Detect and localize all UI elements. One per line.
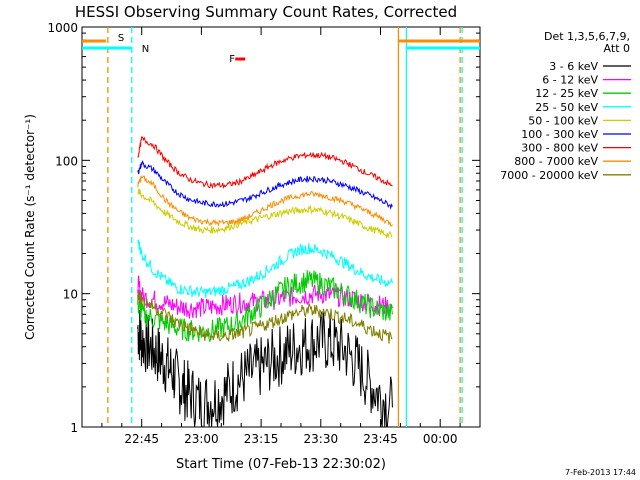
y-tick-label: 10	[63, 288, 78, 302]
state-flags: S N F	[82, 33, 480, 65]
legend-entry-label: 12 - 25 keV	[535, 87, 598, 100]
legend-entry-label: 25 - 50 keV	[535, 101, 598, 114]
legend-entry-label: 300 - 800 keV	[521, 142, 598, 155]
series-line	[137, 239, 393, 298]
timestamp: 7-Feb-2013 17:44	[565, 468, 636, 477]
legend-entry-label: 100 - 300 keV	[521, 128, 598, 141]
y-tick-label: 1000	[47, 21, 78, 35]
series-line	[137, 309, 393, 428]
series-line	[137, 289, 393, 344]
y-tick-label: 1	[70, 421, 78, 435]
x-tick-label: 22:45	[124, 432, 159, 446]
y-axis-label: Corrected Count Rate (s⁻¹ detector⁻¹)	[23, 114, 37, 340]
series-line	[137, 275, 393, 319]
x-tick-label: 23:45	[363, 432, 398, 446]
flag-label: F	[229, 54, 235, 65]
x-tick-label: 23:00	[184, 432, 219, 446]
flag-label: S	[118, 33, 124, 44]
legend-entry-label: 7000 - 20000 keV	[500, 169, 598, 182]
series-line	[137, 175, 393, 227]
flag-label: N	[142, 44, 149, 55]
legend-entry-label: 6 - 12 keV	[542, 74, 598, 87]
x-tick-label: 23:30	[304, 432, 339, 446]
legend-header-attenuator: Att 0	[604, 42, 630, 55]
x-axis-label: Start Time (07-Feb-13 22:30:02)	[176, 457, 386, 472]
series-line	[137, 159, 393, 210]
legend-entry-label: 50 - 100 keV	[528, 114, 598, 127]
axis-ticks: 22:45 23:00 23:15 23:30 23:45 00:00 1 10 100 1000	[47, 21, 481, 446]
chart-title: HESSI Observing Summary Count Rates, Cor…	[75, 3, 457, 21]
vertical-markers	[107, 27, 463, 427]
series-lines	[137, 136, 393, 428]
y-tick-label: 100	[55, 154, 78, 168]
legend-entry-label: 800 - 7000 keV	[514, 155, 598, 168]
x-tick-label: 23:15	[244, 432, 279, 446]
series-line	[137, 269, 393, 342]
legend-entry-label: 3 - 6 keV	[549, 60, 598, 73]
x-tick-label: 00:00	[423, 432, 458, 446]
series-line	[137, 136, 393, 190]
series-line	[137, 188, 393, 239]
legend-header-detectors: Det 1,3,5,6,7,9,	[544, 30, 630, 43]
